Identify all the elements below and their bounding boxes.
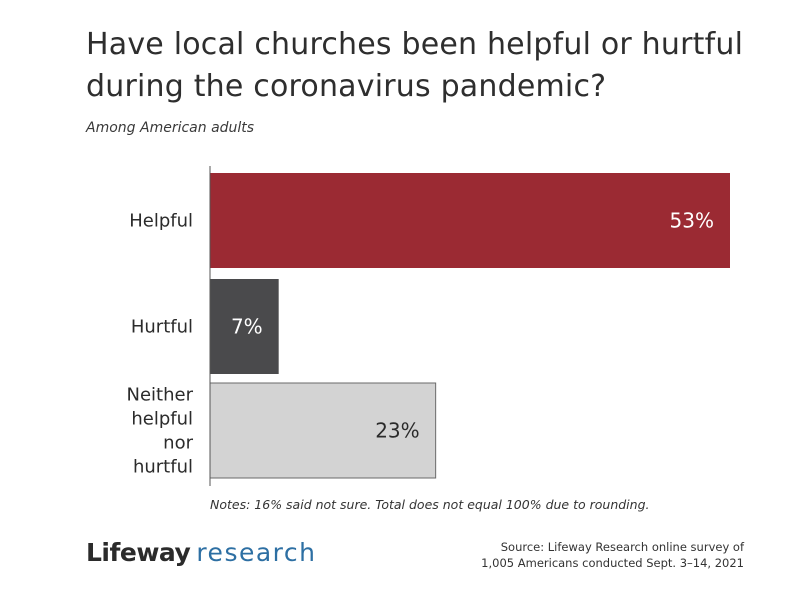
source-line-2: 1,005 Americans conducted Sept. 3–14, 20… <box>481 556 744 570</box>
bar-value-label-1: 7% <box>231 315 263 339</box>
logo-brand: Lifeway <box>86 538 191 567</box>
chart-notes: Notes: 16% said not sure. Total does not… <box>210 497 650 512</box>
logo-sub: research <box>196 538 317 567</box>
bar-0 <box>210 173 730 268</box>
chart-title: Have local churches been helpful or hurt… <box>86 27 744 104</box>
bar-1 <box>210 279 279 374</box>
source-line-1: Source: Lifeway Research online survey o… <box>500 540 744 554</box>
bar-2 <box>209 382 437 479</box>
source-note: Source: Lifeway Research online survey o… <box>444 539 744 571</box>
chart-subtitle: Among American adults <box>86 120 255 136</box>
category-label-0: Helpful <box>129 211 193 232</box>
category-label-1: Hurtful <box>131 317 193 338</box>
bar-value-label-0: 53% <box>670 209 714 233</box>
lifeway-research-logo: Lifeway research <box>86 538 316 567</box>
bar-value-label-2: 23% <box>375 419 419 443</box>
category-label-2: Neither helpful nor hurtful <box>127 385 194 478</box>
